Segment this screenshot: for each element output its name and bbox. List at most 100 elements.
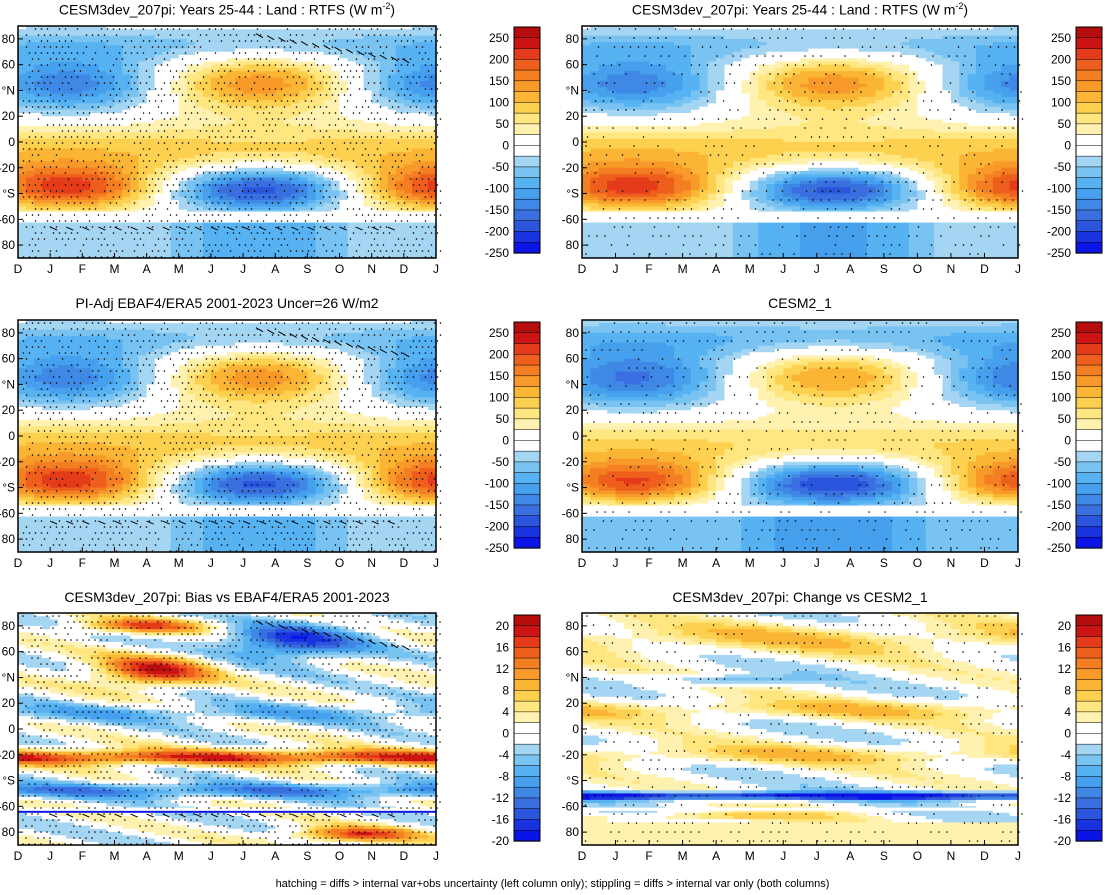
stipple-dot (212, 70, 214, 72)
stipple-dot (272, 130, 274, 132)
stipple-dot (350, 94, 352, 96)
stipple-dot (296, 106, 298, 108)
stipple-dot (410, 82, 412, 84)
stipple-dot (71, 184, 73, 186)
stipple-dot (98, 142, 100, 144)
stipple-dot (329, 40, 331, 42)
stipple-dot (236, 46, 238, 48)
stipple-dot (62, 142, 64, 144)
stipple-dot (347, 196, 349, 198)
stipple-dot (104, 190, 106, 192)
stipple-dot (380, 46, 382, 48)
stipple-dot (239, 76, 241, 78)
stipple-dot (263, 112, 265, 114)
stipple-dot (200, 46, 202, 48)
stipple-dot (347, 64, 349, 66)
stipple-dot (419, 112, 421, 114)
stipple-dot (392, 130, 394, 132)
stipple-dot (368, 154, 370, 156)
stipple-dot (254, 130, 256, 132)
stipple-dot (362, 106, 364, 108)
stipple-dot (245, 172, 247, 174)
stipple-dot (227, 172, 229, 174)
stipple-dot (377, 148, 379, 150)
stipple-dot (308, 94, 310, 96)
stipple-dot (119, 52, 121, 54)
stipple-dot (326, 34, 328, 36)
stipple-dot (119, 88, 121, 90)
stipple-dot (170, 118, 172, 120)
stipple-dot (419, 160, 421, 162)
stipple-dot (71, 40, 73, 42)
stipple-dot (203, 76, 205, 78)
stipple-dot (263, 64, 265, 66)
stipple-dot (311, 76, 313, 78)
stipple-dot (146, 190, 148, 192)
stipple-dot (53, 124, 55, 126)
stipple-dot (56, 58, 58, 60)
stipple-dot (185, 64, 187, 66)
stipple-dot (65, 28, 67, 30)
stipple-dot (71, 88, 73, 90)
stipple-dot (257, 64, 259, 66)
stipple-dot (356, 58, 358, 60)
stipple-dot (38, 178, 40, 180)
stipple-dot (344, 70, 346, 72)
stipple-dot (434, 178, 436, 180)
stipple-dot (119, 100, 121, 102)
stipple-dot (158, 202, 160, 204)
stipple-dot (305, 52, 307, 54)
stipple-dot (32, 130, 34, 132)
stipple-dot (191, 88, 193, 90)
stipple-dot (380, 178, 382, 180)
stipple-dot (251, 88, 253, 90)
stipple-dot (437, 100, 439, 102)
stipple-dot (365, 88, 367, 90)
stipple-dot (119, 160, 121, 162)
stipple-dot (371, 28, 373, 30)
stipple-dot (386, 46, 388, 48)
stipple-dot (425, 64, 427, 66)
stipple-dot (134, 202, 136, 204)
stipple-dot (161, 100, 163, 102)
stipple-dot (41, 28, 43, 30)
stipple-dot (158, 142, 160, 144)
stipple-dot (236, 58, 238, 60)
stipple-dot (53, 76, 55, 78)
stipple-dot (212, 166, 214, 168)
stipple-dot (59, 124, 61, 126)
stipple-dot (53, 100, 55, 102)
stipple-dot (359, 112, 361, 114)
stipple-dot (119, 28, 121, 30)
stipple-dot (206, 82, 208, 84)
stipple-dot (62, 58, 64, 60)
stipple-dot (296, 202, 298, 204)
stipple-dot (158, 190, 160, 192)
stipple-dot (161, 64, 163, 66)
stipple-dot (398, 82, 400, 84)
stipple-dot (380, 166, 382, 168)
stipple-dot (377, 28, 379, 30)
stipple-dot (197, 160, 199, 162)
stipple-dot (311, 124, 313, 126)
stipple-dot (269, 148, 271, 150)
stipple-dot (398, 130, 400, 132)
stipple-dot (260, 46, 262, 48)
stipple-dot (293, 196, 295, 198)
stipple-dot (374, 58, 376, 60)
stipple-dot (38, 118, 40, 120)
stipple-dot (380, 154, 382, 156)
stipple-dot (293, 184, 295, 186)
stipple-dot (215, 28, 217, 30)
stipple-dot (329, 52, 331, 54)
stipple-dot (50, 58, 52, 60)
stipple-dot (68, 178, 70, 180)
stipple-dot (329, 196, 331, 198)
stipple-dot (32, 190, 34, 192)
stipple-dot (410, 178, 412, 180)
stipple-dot (143, 160, 145, 162)
stipple-dot (47, 28, 49, 30)
stipple-dot (431, 136, 433, 138)
stipple-dot (377, 124, 379, 126)
stipple-dot (296, 58, 298, 60)
